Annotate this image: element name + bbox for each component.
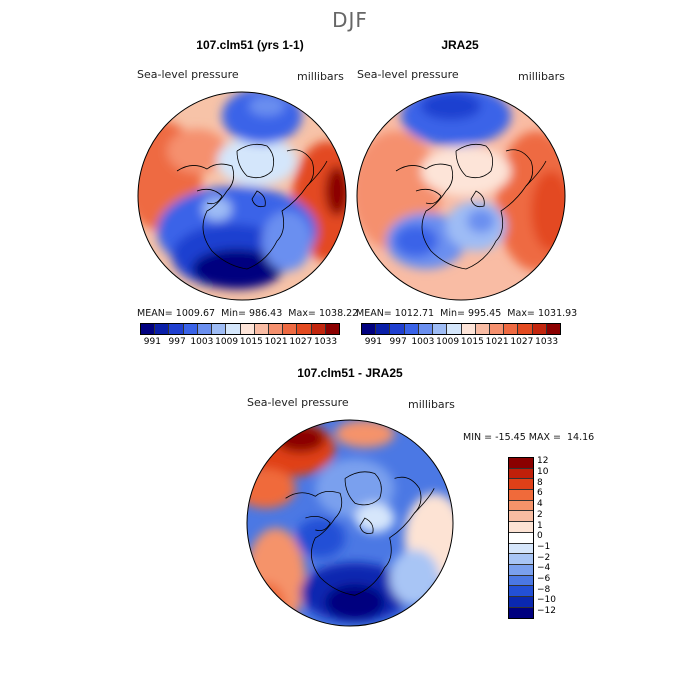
colorbar-tick-label: 12 bbox=[537, 456, 549, 467]
panel-1-colorbar-labels: 991 997 1003 1009 1015 1021 1027 1033 bbox=[140, 337, 338, 347]
colorbar-tick-label: −4 bbox=[537, 563, 551, 574]
colorbar-tick-label: 1021 bbox=[485, 337, 509, 347]
colorbar-swatch bbox=[283, 324, 298, 334]
colorbar-swatch bbox=[509, 554, 533, 565]
colorbar-tick-label: 10 bbox=[537, 467, 549, 478]
colorbar-swatch bbox=[546, 324, 561, 334]
colorbar-tick-label: 1027 bbox=[510, 337, 534, 347]
colorbar-tick-label: −8 bbox=[537, 584, 551, 595]
colorbar-tick-label: 1003 bbox=[411, 337, 435, 347]
colorbar-swatch bbox=[509, 564, 533, 576]
colorbar-swatch bbox=[155, 324, 170, 334]
panel-2-colorbar-labels: 991 997 1003 1009 1015 1021 1027 1033 bbox=[361, 337, 559, 347]
colorbar-swatch bbox=[509, 458, 533, 469]
panel-1-colorbar bbox=[140, 323, 340, 335]
colorbar-swatch bbox=[390, 324, 405, 334]
colorbar-swatch bbox=[518, 324, 533, 334]
panel-1-title: 107.clm51 (yrs 1-1) bbox=[196, 38, 304, 52]
panel-2-colorbar bbox=[361, 323, 561, 335]
colorbar-swatch bbox=[141, 324, 156, 334]
panel-1-variable: Sea-level pressure bbox=[137, 68, 239, 81]
colorbar-swatch bbox=[509, 511, 533, 523]
colorbar-swatch bbox=[325, 324, 340, 334]
colorbar-swatch bbox=[509, 607, 533, 619]
colorbar-swatch bbox=[509, 490, 533, 501]
colorbar-swatch bbox=[509, 479, 533, 491]
panel-3-stats: MIN = -15.45 MAX = 14.16 bbox=[463, 432, 595, 443]
panel-3-units: millibars bbox=[408, 398, 455, 411]
colorbar-swatch bbox=[311, 324, 326, 334]
colorbar-tick-label: 1009 bbox=[436, 337, 460, 347]
colorbar-swatch bbox=[509, 532, 533, 544]
colorbar-swatch bbox=[376, 324, 391, 334]
colorbar-swatch bbox=[268, 324, 284, 334]
colorbar-swatch bbox=[509, 596, 533, 608]
colorbar-tick-label: 8 bbox=[537, 477, 543, 488]
colorbar-swatch bbox=[489, 324, 505, 334]
colorbar-tick-label: −2 bbox=[537, 552, 551, 563]
colorbar-swatch bbox=[226, 324, 241, 334]
colorbar-tick-label: 1 bbox=[537, 520, 543, 531]
colorbar-swatch bbox=[212, 324, 227, 334]
colorbar-tick-label: 1015 bbox=[239, 337, 263, 347]
colorbar-tick-label: −6 bbox=[537, 574, 551, 585]
colorbar-tick-label: 0 bbox=[537, 531, 543, 542]
colorbar-swatch bbox=[447, 324, 462, 334]
colorbar-swatch bbox=[461, 324, 476, 334]
colorbar-tick-label: 1015 bbox=[460, 337, 484, 347]
colorbar-tick-label: 1033 bbox=[535, 337, 559, 347]
colorbar-swatch bbox=[197, 324, 213, 334]
colorbar-swatch bbox=[509, 586, 533, 597]
colorbar-swatch bbox=[509, 522, 533, 533]
panel-2-map bbox=[356, 91, 566, 301]
colorbar-tick-label: 1027 bbox=[289, 337, 313, 347]
panel-1-units: millibars bbox=[297, 70, 344, 83]
panel-1-stats: MEAN= 1009.67 Min= 986.43 Max= 1038.22 bbox=[137, 308, 359, 319]
colorbar-tick-label: 1009 bbox=[215, 337, 239, 347]
colorbar-tick-label: 1033 bbox=[314, 337, 338, 347]
panel-2-title: JRA25 bbox=[441, 38, 479, 52]
colorbar-swatch bbox=[183, 324, 198, 334]
colorbar-tick-label: 1021 bbox=[264, 337, 288, 347]
colorbar-swatch bbox=[475, 324, 490, 334]
colorbar-tick-label: 1003 bbox=[190, 337, 214, 347]
colorbar-swatch bbox=[504, 324, 519, 334]
colorbar-swatch bbox=[362, 324, 377, 334]
colorbar-tick-label: 4 bbox=[537, 499, 543, 510]
panel-3-title: 107.clm51 - JRA25 bbox=[297, 366, 403, 380]
colorbar-swatch bbox=[404, 324, 419, 334]
colorbar-swatch bbox=[297, 324, 312, 334]
panel-3-variable: Sea-level pressure bbox=[247, 396, 349, 409]
colorbar-tick-label: 2 bbox=[537, 509, 543, 520]
colorbar-swatch bbox=[509, 575, 533, 587]
colorbar-tick-label: 991 bbox=[364, 337, 382, 347]
colorbar-swatch bbox=[254, 324, 269, 334]
colorbar-tick-label: 6 bbox=[537, 488, 543, 499]
colorbar-swatch bbox=[532, 324, 547, 334]
colorbar-tick-label: −1 bbox=[537, 541, 551, 552]
colorbar-swatch bbox=[169, 324, 184, 334]
colorbar-tick-label: 997 bbox=[389, 337, 407, 347]
colorbar-tick-label: 991 bbox=[143, 337, 161, 347]
colorbar-swatch bbox=[433, 324, 448, 334]
panel-1-map bbox=[137, 91, 347, 301]
panel-2-stats: MEAN= 1012.71 Min= 995.45 Max= 1031.93 bbox=[356, 308, 578, 319]
colorbar-swatch bbox=[418, 324, 434, 334]
colorbar-swatch bbox=[509, 500, 533, 512]
colorbar-swatch bbox=[509, 468, 533, 480]
panel-3-colorbar bbox=[508, 457, 534, 620]
figure-title: DJF bbox=[332, 8, 368, 32]
colorbar-swatch bbox=[509, 543, 533, 555]
panel-2-units: millibars bbox=[518, 70, 565, 83]
panel-2-variable: Sea-level pressure bbox=[357, 68, 459, 81]
panel-3-map bbox=[246, 419, 454, 627]
colorbar-swatch bbox=[240, 324, 255, 334]
colorbar-tick-label: 997 bbox=[168, 337, 186, 347]
colorbar-tick-label: −10 bbox=[537, 595, 556, 606]
colorbar-tick-label: −12 bbox=[537, 606, 556, 617]
